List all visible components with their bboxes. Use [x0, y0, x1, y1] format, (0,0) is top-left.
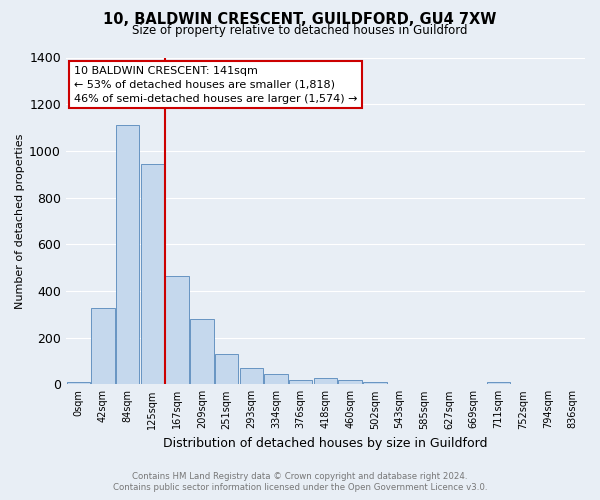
Text: 10, BALDWIN CRESCENT, GUILDFORD, GU4 7XW: 10, BALDWIN CRESCENT, GUILDFORD, GU4 7XW	[103, 12, 497, 28]
Bar	[289, 380, 313, 384]
Bar	[338, 380, 362, 384]
Bar	[91, 308, 115, 384]
Text: 10 BALDWIN CRESCENT: 141sqm
← 53% of detached houses are smaller (1,818)
46% of : 10 BALDWIN CRESCENT: 141sqm ← 53% of det…	[74, 66, 357, 104]
Text: Contains HM Land Registry data © Crown copyright and database right 2024.
Contai: Contains HM Land Registry data © Crown c…	[113, 472, 487, 492]
X-axis label: Distribution of detached houses by size in Guildford: Distribution of detached houses by size …	[163, 437, 488, 450]
Bar	[487, 382, 510, 384]
Bar	[166, 276, 189, 384]
Bar	[67, 382, 90, 384]
Bar	[314, 378, 337, 384]
Y-axis label: Number of detached properties: Number of detached properties	[15, 133, 25, 308]
Bar	[239, 368, 263, 384]
Bar	[190, 320, 214, 384]
Bar	[363, 382, 386, 384]
Text: Size of property relative to detached houses in Guildford: Size of property relative to detached ho…	[132, 24, 468, 37]
Bar	[116, 125, 139, 384]
Bar	[215, 354, 238, 384]
Bar	[264, 374, 288, 384]
Bar	[140, 164, 164, 384]
